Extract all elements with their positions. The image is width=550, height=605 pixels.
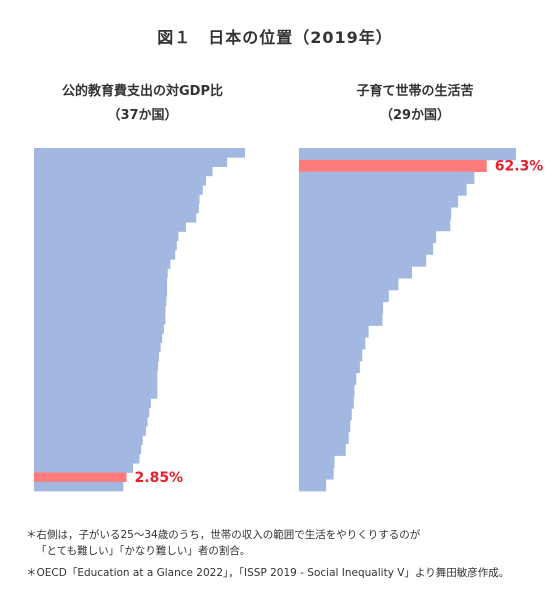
bar: [34, 453, 140, 464]
bar: [299, 230, 437, 244]
highlight-data-label: 2.85%: [135, 470, 184, 486]
right-chart-subtitle: （29か国）: [379, 108, 451, 123]
bar: [34, 398, 151, 408]
bar: [34, 342, 161, 353]
highlight-data-label: 62.3%: [495, 159, 544, 175]
bar: [34, 361, 158, 371]
bar: [34, 296, 167, 306]
bar: [34, 212, 197, 223]
footnote-line-3: ＊OECD「Education at a Glance 2022」，「ISSP …: [26, 567, 510, 579]
bar: [299, 479, 327, 492]
bar: [34, 463, 134, 473]
bar: [299, 455, 335, 468]
bar: [299, 278, 399, 291]
figure-title: 図１ 日本の位置（2019年）: [157, 28, 393, 47]
bar: [299, 337, 366, 350]
bar: [299, 289, 389, 303]
left-chart-header: 公的教育費支出の対GDP比 （37か国）: [20, 80, 265, 128]
footnote-2: ＊OECD「Education at a Glance 2022」，「ISSP …: [26, 565, 509, 581]
bar: [299, 195, 459, 208]
bar: [34, 481, 124, 492]
left-chart-title: 公的教育費支出の対GDP比: [62, 84, 223, 99]
bar: [34, 444, 142, 455]
right-chart-title: 子育て世帯の生活苦: [356, 84, 474, 99]
bar: [34, 249, 176, 260]
bar: [34, 407, 150, 418]
bar: [299, 349, 363, 362]
bar: [299, 218, 451, 232]
bar: [34, 157, 228, 167]
bar: [299, 183, 467, 196]
bar: [34, 240, 177, 251]
bar: [299, 254, 427, 267]
bar: [34, 148, 245, 158]
footnote-line-2: 「とても難しい」「かなり難しい」者の割合。: [36, 545, 251, 557]
bar: [299, 408, 352, 421]
bar: [34, 333, 163, 344]
bar: [34, 203, 199, 214]
bar: [34, 268, 168, 279]
bar: [299, 467, 334, 480]
bar: [34, 166, 213, 177]
footnote-line-1: ＊右側は，子がいる25～34歳のうち，世帯の収入の範囲で生活をやりくりするのが: [26, 529, 421, 541]
highlight-bar-japan: [34, 472, 127, 483]
bar: [299, 360, 360, 374]
bar: [34, 194, 200, 205]
bar: [34, 185, 203, 195]
bar: [299, 313, 383, 326]
bar: [34, 231, 179, 242]
bar: [299, 420, 351, 433]
bar: [299, 148, 516, 161]
bar: [34, 277, 168, 288]
childrearing-hardship-chart: 62.3%: [299, 148, 544, 492]
bar: [299, 242, 434, 255]
bar: [299, 384, 355, 397]
bar: [299, 207, 452, 220]
bar: [34, 389, 158, 399]
bar: [299, 431, 349, 445]
public-education-spending-chart: 2.85%: [34, 148, 245, 492]
bar: [299, 396, 354, 409]
bar: [34, 370, 158, 381]
left-chart-subtitle: （37か国）: [107, 108, 178, 123]
bar: [34, 287, 168, 297]
right-chart-header: 子育て世帯の生活苦 （29か国）: [290, 80, 540, 128]
bar: [299, 266, 413, 279]
bar: [34, 259, 171, 269]
bar: [34, 351, 159, 362]
footnote-1: ＊右側は，子がいる25～34歳のうち，世帯の収入の範囲で生活をやりくりするのが …: [26, 527, 420, 559]
bar: [299, 301, 384, 314]
bar: [299, 443, 346, 456]
highlight-bar-japan: [299, 159, 487, 173]
bar: [299, 171, 475, 184]
bar: [34, 379, 158, 390]
bar: [34, 305, 166, 316]
bar: [34, 222, 186, 232]
bar: [34, 314, 166, 325]
bar: [34, 175, 207, 186]
bar: [34, 324, 164, 334]
bar: [34, 426, 146, 436]
bar: [34, 416, 148, 427]
bar: [299, 325, 369, 338]
bar: [299, 372, 357, 385]
bar: [34, 435, 143, 446]
